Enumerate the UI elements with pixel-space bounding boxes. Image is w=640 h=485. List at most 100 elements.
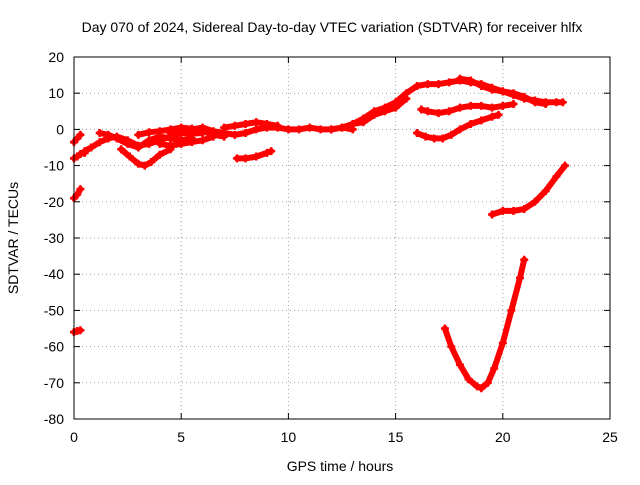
chart-title: Day 070 of 2024, Sidereal Day-to-day VTE…	[82, 19, 583, 35]
data-point	[295, 125, 304, 134]
data-point	[95, 129, 104, 138]
data-points	[70, 74, 569, 393]
data-point	[488, 85, 497, 94]
data-point	[455, 125, 464, 134]
data-point	[483, 378, 492, 387]
data-series	[220, 118, 282, 132]
data-point	[177, 127, 186, 136]
data-point	[447, 130, 456, 139]
data-point	[187, 125, 196, 134]
data-point	[494, 110, 503, 119]
data-point	[430, 134, 439, 143]
data-point	[252, 118, 261, 127]
data-point	[134, 143, 143, 152]
data-point	[76, 185, 85, 194]
y-tick-label: -50	[44, 302, 64, 318]
data-trace	[96, 130, 195, 151]
x-tick-label: 0	[70, 429, 78, 445]
data-series	[232, 147, 276, 163]
x-axis-label: GPS time / hours	[287, 458, 394, 474]
data-series	[455, 74, 550, 109]
data-point	[80, 147, 89, 156]
data-point	[498, 338, 507, 347]
data-point	[498, 87, 507, 96]
y-tick-label: 20	[48, 49, 64, 65]
y-tick-label: -40	[44, 266, 64, 282]
data-trace	[414, 111, 502, 142]
data-point	[117, 145, 126, 154]
data-point	[380, 107, 389, 116]
x-tick-label: 10	[281, 429, 297, 445]
x-tick-label: 15	[388, 429, 404, 445]
data-point	[541, 100, 550, 109]
data-point	[209, 127, 218, 136]
data-point	[391, 103, 400, 112]
data-point	[438, 134, 447, 143]
data-series	[417, 100, 518, 118]
data-point	[509, 89, 518, 98]
data-point	[488, 112, 497, 121]
data-point	[370, 110, 379, 119]
data-point	[155, 127, 164, 136]
data-point	[145, 128, 154, 137]
data-point	[477, 384, 486, 393]
data-point	[477, 81, 486, 90]
data-point	[112, 134, 121, 143]
data-point	[220, 123, 229, 132]
data-point	[488, 103, 497, 112]
data-series	[440, 255, 529, 393]
data-point	[541, 186, 550, 195]
data-point	[440, 324, 449, 333]
data-point	[284, 125, 293, 134]
y-tick-label: -30	[44, 230, 64, 246]
data-point	[445, 107, 454, 116]
data-point	[177, 139, 186, 148]
data-point	[252, 125, 261, 134]
data-point	[466, 76, 475, 85]
data-point	[241, 119, 250, 128]
data-point	[488, 210, 497, 219]
data-point	[413, 81, 422, 90]
data-point	[252, 152, 261, 161]
data-point	[507, 306, 516, 315]
data-point	[166, 129, 175, 138]
data-point	[155, 139, 164, 148]
y-tick-label: -80	[44, 411, 64, 427]
data-point	[327, 125, 336, 134]
data-series	[413, 110, 503, 143]
axis-ticks: 0 5 10 15 20 25 -80 -70 -60 -50 -40 -30 -20 -10 0 10 20	[44, 49, 618, 445]
data-point	[125, 152, 134, 161]
data-point	[267, 147, 276, 156]
data-point	[477, 116, 486, 125]
x-tick-label: 5	[177, 429, 185, 445]
data-point	[241, 154, 250, 163]
data-point	[530, 197, 539, 206]
y-tick-label: -20	[44, 194, 64, 210]
data-point	[464, 375, 473, 384]
data-point	[477, 101, 486, 110]
data-point	[560, 161, 569, 170]
data-point	[434, 109, 443, 118]
data-point	[338, 123, 346, 132]
data-point	[434, 80, 443, 89]
data-point	[145, 136, 154, 145]
y-tick-label: -60	[44, 339, 64, 355]
data-series	[488, 161, 569, 219]
data-point	[198, 136, 207, 145]
data-point	[134, 130, 143, 139]
x-tick-label: 25	[602, 429, 618, 445]
data-trace	[441, 256, 528, 392]
data-point	[552, 172, 561, 181]
data-point	[273, 121, 282, 130]
data-point	[520, 92, 529, 101]
data-point	[447, 342, 456, 351]
data-point	[155, 150, 164, 159]
y-tick-label: -10	[44, 158, 64, 174]
data-point	[73, 190, 82, 199]
data-point	[241, 129, 250, 138]
data-point	[348, 119, 357, 128]
data-point	[509, 100, 518, 109]
data-point	[466, 101, 475, 110]
data-point	[147, 157, 156, 166]
